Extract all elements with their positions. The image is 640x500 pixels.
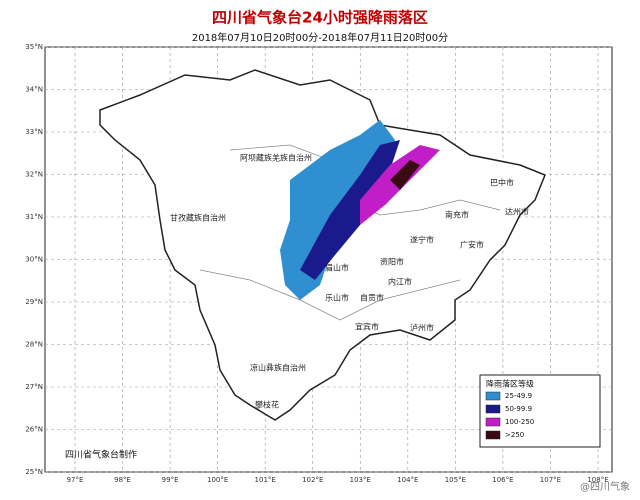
- place-label: 自贡市: [360, 293, 384, 303]
- legend-items: 25-49.9 50-99.9 100-250 >250: [485, 391, 534, 440]
- rain-area-250: [390, 160, 420, 190]
- place-label: 凉山彝族自治州: [250, 363, 306, 373]
- subtitle: 2018年07月10日20时00分-2018年07月11日20时00分: [192, 31, 448, 44]
- lon-tick-label: 99°E: [162, 476, 179, 484]
- watermark: @四川气象: [580, 480, 630, 493]
- place-label: 甘孜藏族自治州: [170, 213, 226, 223]
- place-label: 广安市: [460, 240, 484, 250]
- lon-tick-label: 97°E: [67, 476, 84, 484]
- place-label: 攀枝花: [255, 400, 279, 410]
- legend-label: 25-49.9: [505, 392, 532, 400]
- lat-tick-label: 30°N: [25, 256, 43, 264]
- place-label: 内江市: [388, 277, 412, 287]
- lat-tick-label: 35°N: [25, 43, 43, 51]
- lat-tick-label: 25°N: [25, 468, 43, 476]
- lat-tick-label: 27°N: [25, 383, 43, 391]
- legend-label: 100-250: [505, 418, 534, 426]
- lat-tick-label: 29°N: [25, 298, 43, 306]
- place-label: 泸州市: [410, 323, 434, 333]
- legend-swatch: [485, 417, 501, 427]
- place-label: 资阳市: [380, 257, 404, 267]
- lon-tick-label: 103°E: [350, 476, 371, 484]
- lon-tick-label: 101°E: [255, 476, 276, 484]
- place-label: 宜宾市: [355, 322, 379, 332]
- place-label: 阿坝藏族羌族自治州: [240, 153, 312, 163]
- lon-tick-label: 105°E: [445, 476, 466, 484]
- place-label: 南充市: [445, 210, 469, 220]
- county-boundary: [199, 269, 461, 321]
- legend-label: 50-99.9: [505, 405, 532, 413]
- legend-swatch: [485, 404, 501, 414]
- lon-tick-label: 108°E: [587, 476, 608, 484]
- lat-tick-label: 31°N: [25, 213, 43, 221]
- lon-tick-label: 102°E: [302, 476, 323, 484]
- place-label: 眉山市: [325, 263, 349, 273]
- place-label: 巴中市: [490, 178, 514, 188]
- lat-tick-label: 32°N: [25, 171, 43, 179]
- legend-label: >250: [505, 431, 524, 439]
- rain-area-50: [300, 140, 400, 280]
- place-label: 达州市: [505, 207, 529, 217]
- legend-swatch: [485, 430, 501, 440]
- lat-tick-label: 26°N: [25, 426, 43, 434]
- lon-tick-label: 104°E: [397, 476, 418, 484]
- lat-tick-label: 28°N: [25, 341, 43, 349]
- place-label: 乐山市: [325, 293, 349, 303]
- lat-tick-label: 33°N: [25, 128, 43, 136]
- legend-swatch: [485, 391, 501, 401]
- title: 四川省气象台24小时强降雨落区: [212, 9, 428, 27]
- lon-tick-label: 106°E: [492, 476, 513, 484]
- lon-tick-label: 98°E: [114, 476, 131, 484]
- lat-tick-label: 34°N: [25, 86, 43, 94]
- lon-tick-label: 100°E: [207, 476, 228, 484]
- lon-tick-label: 107°E: [540, 476, 561, 484]
- credit: 四川省气象台制作: [65, 449, 137, 461]
- place-label: 遂宁市: [410, 235, 434, 245]
- legend-title: 降雨落区等级: [486, 379, 534, 389]
